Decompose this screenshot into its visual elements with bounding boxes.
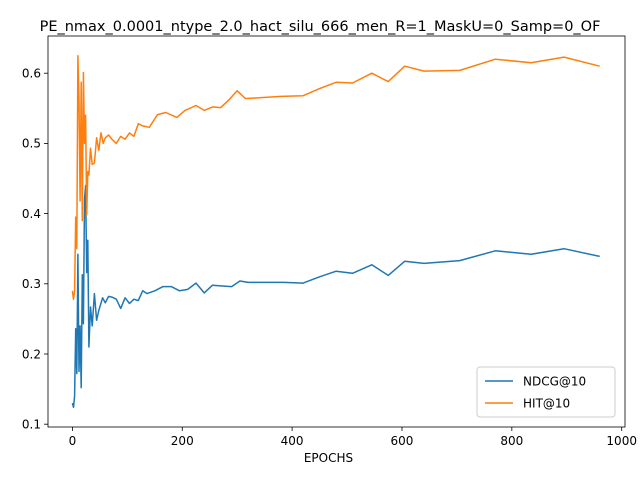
x-tick-label: 1000 — [606, 434, 637, 448]
legend-label: NDCG@10 — [523, 374, 586, 388]
x-axis: 0 200 400 600 800 1000 — [69, 427, 637, 448]
x-tick-label: 600 — [391, 434, 414, 448]
legend-box — [476, 366, 616, 418]
y-axis: 0.1 0.2 0.3 0.4 0.5 0.6 — [22, 67, 48, 431]
legend-label: HIT@10 — [523, 396, 570, 410]
y-tick-label: 0.1 — [22, 417, 41, 431]
chart-title: PE_nmax_0.0001_ntype_2.0_hact_silu_666_m… — [40, 19, 601, 35]
x-tick-label: 0 — [69, 434, 77, 448]
y-tick-label: 0.2 — [22, 347, 41, 361]
series-line-1 — [71, 184, 600, 409]
legend: NDCG@10 HIT@10 — [476, 366, 616, 418]
x-axis-title: EPOCHS — [304, 451, 353, 465]
x-tick-label: 400 — [281, 434, 304, 448]
x-tick-label: 800 — [500, 434, 523, 448]
x-tick-label: 200 — [171, 434, 194, 448]
series-line-2 — [71, 54, 600, 300]
plot-frame — [47, 35, 626, 428]
y-tick-label: 0.4 — [22, 207, 41, 221]
y-tick-label: 0.5 — [22, 137, 41, 151]
y-tick-label: 0.6 — [22, 67, 41, 81]
y-tick-label: 0.3 — [22, 277, 41, 291]
plot-area — [47, 35, 626, 428]
